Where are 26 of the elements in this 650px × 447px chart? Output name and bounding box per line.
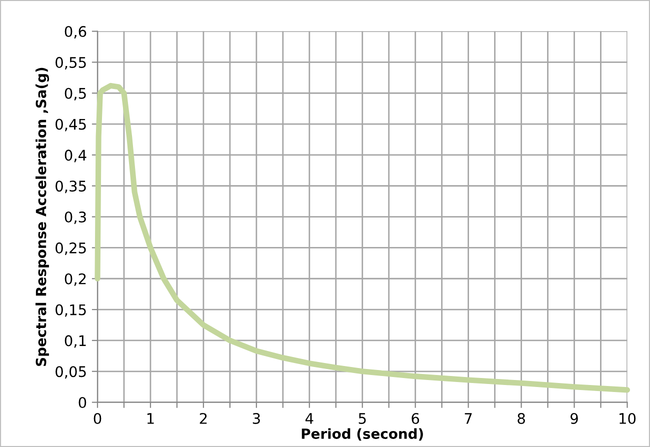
x-tick-label: 1 [147,413,154,424]
x-tick-label: 7 [464,413,472,424]
y-tick-label: 0,3 [64,212,86,224]
y-tick-label: 0,25 [56,242,86,255]
x-tick-label: 6 [412,412,420,424]
y-axis-title: Spectral Response Acceleration ,Sa(g) [36,68,50,366]
y-tick-label: 0,5 [64,88,86,100]
y-tick-label: 0,05 [56,366,86,379]
y-tick-label: 0,1 [64,335,86,348]
x-tick-label: 8 [518,412,525,424]
x-tick-label: 5 [358,413,366,424]
y-tick-label: 0,45 [56,118,86,132]
y-tick-label: 0,6 [64,26,86,39]
y-tick-label: 0,55 [56,56,86,70]
x-axis-title: Period (second) [302,428,423,441]
y-tick-label: 0,4 [64,150,86,162]
x-tick-label: 3 [252,412,260,424]
x-tick-label: 10 [620,412,636,424]
y-tick-label: 0,2 [64,273,86,286]
x-tick-label: 4 [305,413,314,424]
y-tick-label: 0,35 [56,180,86,194]
x-tick-label: 9 [570,412,578,424]
y-tick-label: 0,15 [56,304,86,317]
x-tick-label: 2 [200,412,207,424]
x-tick-label: 0 [94,412,102,424]
y-tick-label: 0 [78,397,86,408]
